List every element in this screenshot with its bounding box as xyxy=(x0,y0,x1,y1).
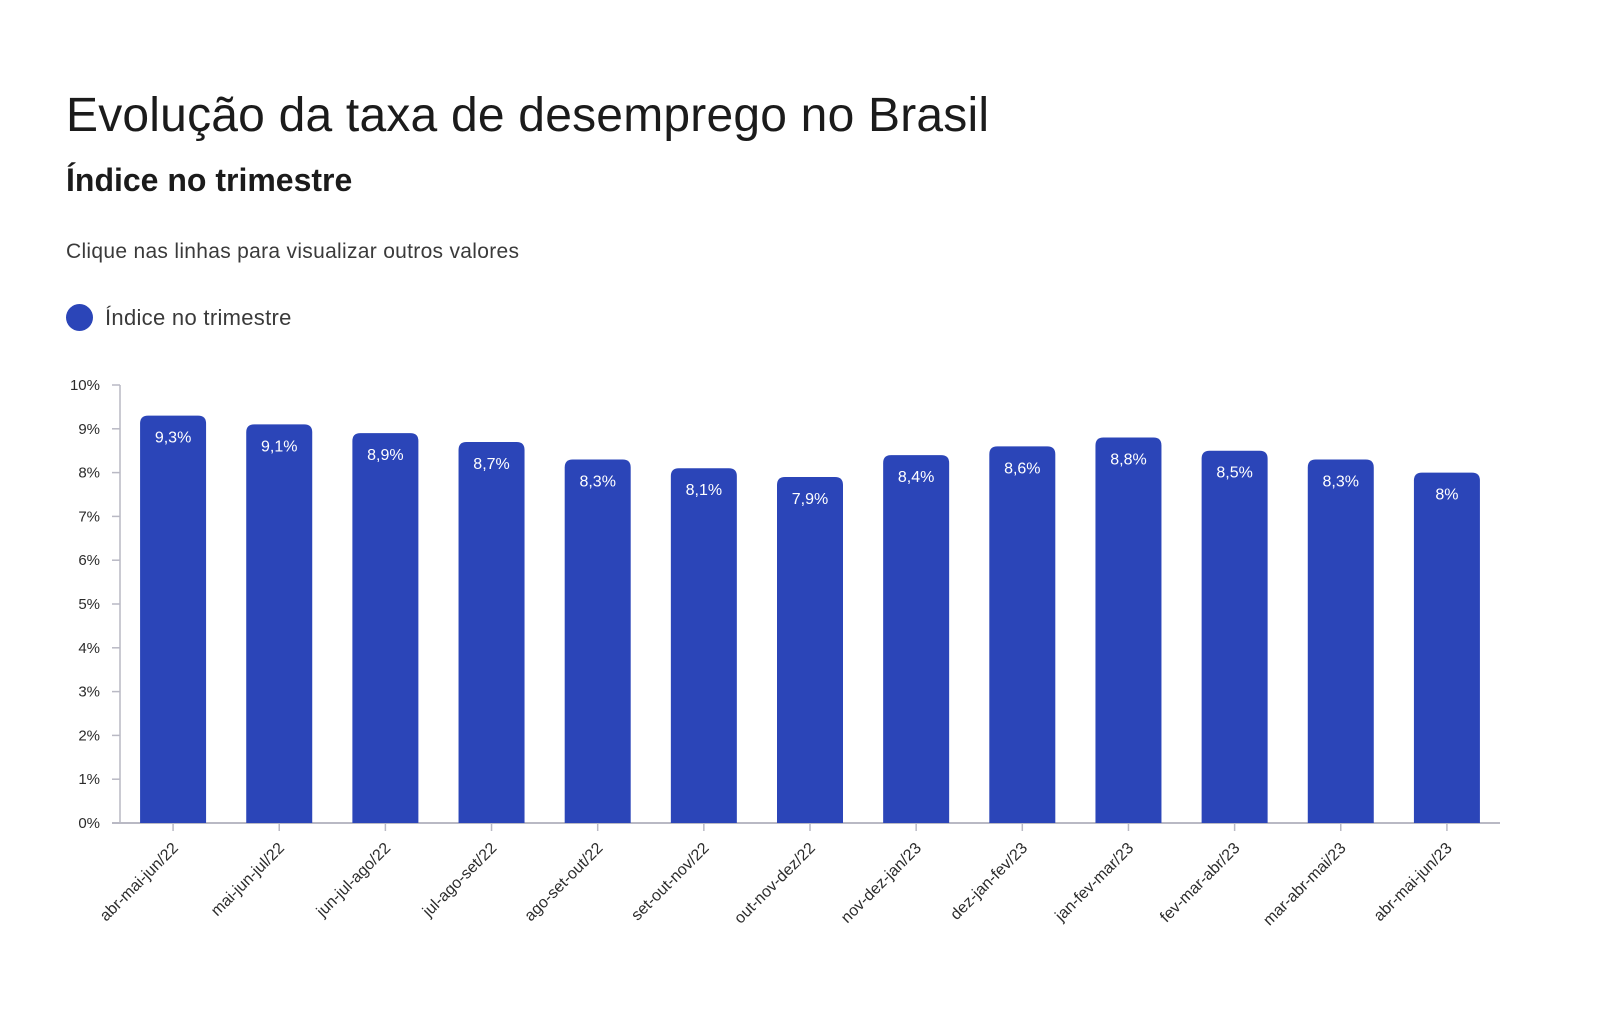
bar-value-label: 9,1% xyxy=(261,438,297,455)
y-tick-label: 9% xyxy=(78,421,100,438)
bar[interactable] xyxy=(352,433,419,823)
chart-title: Evolução da taxa de desemprego no Brasil xyxy=(66,89,990,142)
y-tick-label: 7% xyxy=(78,508,100,525)
bar-value-label: 8% xyxy=(1435,487,1458,504)
interaction-hint: Clique nas linhas para visualizar outros… xyxy=(66,240,520,263)
y-tick-label: 1% xyxy=(78,771,100,788)
bar-value-label: 8,9% xyxy=(367,447,403,464)
bar[interactable] xyxy=(1095,437,1162,823)
bar[interactable] xyxy=(670,468,737,823)
bar-value-label: 8,8% xyxy=(1110,452,1146,469)
y-tick-label: 6% xyxy=(78,552,100,569)
x-category-label: jan-fev-mar/23 xyxy=(1052,840,1138,926)
bar[interactable] xyxy=(1413,472,1480,823)
bar[interactable] xyxy=(564,459,631,823)
bar[interactable] xyxy=(140,415,207,823)
y-tick-label: 2% xyxy=(78,727,100,744)
y-tick-label: 10% xyxy=(70,377,100,394)
bar[interactable] xyxy=(1201,450,1268,823)
bar-value-label: 8,6% xyxy=(1004,460,1040,477)
x-category-label: set-out-nov/22 xyxy=(628,840,712,924)
bar[interactable] xyxy=(458,441,525,823)
legend-item[interactable]: Índice no trimestre xyxy=(66,304,292,331)
x-category-label: dez-jan-fev/23 xyxy=(947,840,1031,924)
y-tick-label: 3% xyxy=(78,684,100,701)
bar-value-label: 8,3% xyxy=(1323,473,1359,490)
bar-value-label: 9,3% xyxy=(155,430,191,447)
x-category-label: mar-abr-mai/23 xyxy=(1260,840,1349,929)
x-category-label: out-nov-dez/22 xyxy=(731,840,819,928)
bar[interactable] xyxy=(246,424,313,823)
x-category-label: jul-ago-set/22 xyxy=(419,840,500,921)
y-tick-label: 4% xyxy=(78,640,100,657)
x-category-label: fev-mar-abr/23 xyxy=(1157,840,1243,926)
bar-value-label: 8,7% xyxy=(473,456,509,473)
bar-value-label: 8,4% xyxy=(898,469,934,486)
x-category-label: mai-jun-jul/22 xyxy=(208,840,288,920)
bar[interactable] xyxy=(989,446,1056,823)
x-category-label: abr-mai-jun/22 xyxy=(97,840,182,925)
bar-value-label: 8,3% xyxy=(579,473,615,490)
bar-value-label: 7,9% xyxy=(792,491,828,508)
y-tick-label: 0% xyxy=(78,815,100,832)
y-tick-label: 8% xyxy=(78,465,100,482)
bar[interactable] xyxy=(1307,459,1374,823)
x-category-label: nov-dez-jan/23 xyxy=(838,840,925,927)
x-category-label: abr-mai-jun/23 xyxy=(1371,840,1456,925)
chart-subtitle: Índice no trimestre xyxy=(66,162,353,198)
legend-label: Índice no trimestre xyxy=(105,304,292,330)
bar-value-label: 8,1% xyxy=(686,482,722,499)
x-category-label: jun-jul-ago/22 xyxy=(313,840,394,921)
y-tick-label: 5% xyxy=(78,596,100,613)
bar[interactable] xyxy=(777,476,843,823)
bar-value-label: 8,5% xyxy=(1216,465,1252,482)
legend-swatch xyxy=(66,304,93,331)
x-category-label: ago-set-out/22 xyxy=(522,840,607,925)
bar[interactable] xyxy=(883,455,950,823)
